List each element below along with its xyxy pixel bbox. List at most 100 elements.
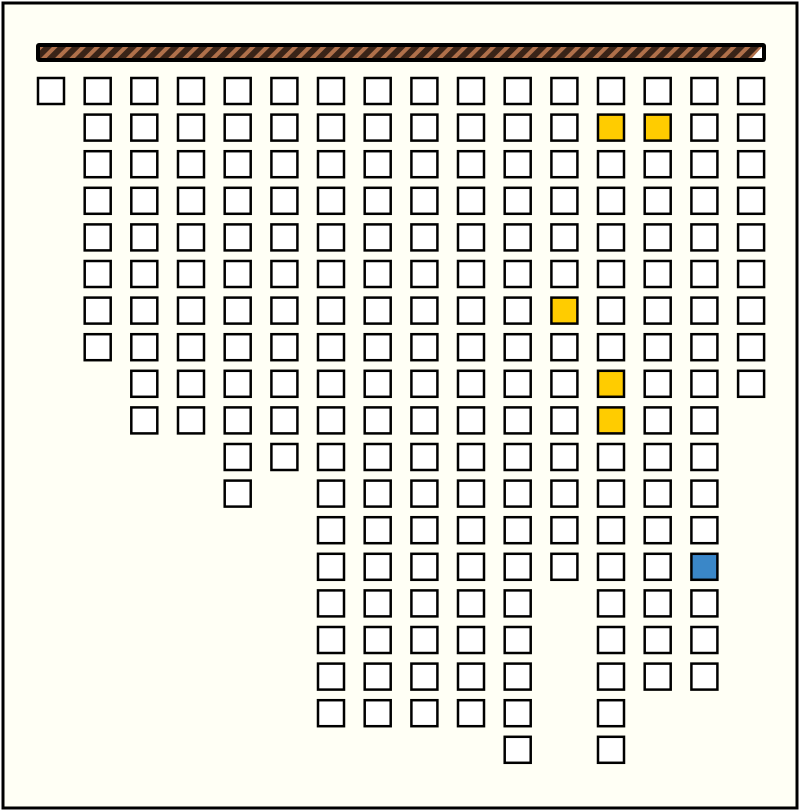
cell[interactable] [176, 369, 206, 399]
cell[interactable] [316, 76, 346, 106]
cell[interactable] [596, 479, 626, 508]
cell[interactable] [643, 662, 672, 691]
cell[interactable] [176, 296, 206, 325]
cell[interactable] [316, 332, 346, 362]
cell[interactable] [456, 186, 486, 216]
cell[interactable] [410, 406, 439, 435]
cell[interactable] [270, 442, 299, 472]
cell[interactable] [223, 223, 252, 252]
cell[interactable] [736, 76, 766, 106]
cell[interactable] [363, 442, 392, 472]
cell[interactable] [316, 406, 346, 435]
cell[interactable] [690, 589, 719, 618]
cell[interactable] [596, 698, 626, 728]
cell[interactable] [270, 296, 299, 325]
cell[interactable] [456, 515, 486, 545]
cell[interactable] [363, 259, 392, 289]
cell[interactable] [596, 332, 626, 362]
cell[interactable] [456, 149, 486, 179]
cell[interactable] [223, 442, 252, 472]
cell[interactable] [550, 479, 579, 508]
cell[interactable] [363, 698, 392, 728]
cell[interactable] [736, 296, 766, 325]
cell[interactable] [363, 149, 392, 179]
cell[interactable] [690, 625, 719, 655]
cell[interactable] [223, 332, 252, 362]
cell[interactable] [176, 259, 206, 289]
cell[interactable] [270, 259, 299, 289]
cell[interactable] [316, 369, 346, 399]
cell[interactable] [83, 223, 112, 252]
cell[interactable] [643, 76, 672, 106]
cell[interactable] [503, 442, 532, 472]
cell[interactable] [410, 552, 439, 582]
cell-yellow[interactable] [596, 113, 626, 142]
cell[interactable] [643, 552, 672, 582]
cell[interactable] [223, 406, 252, 435]
cell[interactable] [363, 332, 392, 362]
cell[interactable] [503, 149, 532, 179]
cell[interactable] [596, 223, 626, 252]
cell[interactable] [643, 479, 672, 508]
cell[interactable] [316, 625, 346, 655]
cell[interactable] [503, 552, 532, 582]
cell[interactable] [643, 332, 672, 362]
cell[interactable] [363, 406, 392, 435]
cell[interactable] [410, 662, 439, 691]
cell[interactable] [316, 589, 346, 618]
cell[interactable] [223, 149, 252, 179]
cell[interactable] [550, 515, 579, 545]
cell[interactable] [316, 149, 346, 179]
cell[interactable] [223, 369, 252, 399]
cell[interactable] [643, 186, 672, 216]
cell[interactable] [130, 406, 159, 435]
cell[interactable] [363, 625, 392, 655]
cell[interactable] [83, 296, 112, 325]
cell[interactable] [363, 186, 392, 216]
cell[interactable] [503, 698, 532, 728]
cell[interactable] [456, 259, 486, 289]
cell[interactable] [736, 149, 766, 179]
cell[interactable] [736, 113, 766, 142]
cell[interactable] [596, 662, 626, 691]
cell[interactable] [410, 589, 439, 618]
cell[interactable] [643, 296, 672, 325]
cell[interactable] [410, 332, 439, 362]
cell[interactable] [316, 662, 346, 691]
cell[interactable] [176, 223, 206, 252]
cell[interactable] [316, 698, 346, 728]
cell[interactable] [223, 76, 252, 106]
cell[interactable] [456, 406, 486, 435]
cell[interactable] [130, 186, 159, 216]
cell[interactable] [316, 479, 346, 508]
cell[interactable] [456, 662, 486, 691]
cell-yellow[interactable] [550, 296, 579, 325]
cell[interactable] [503, 76, 532, 106]
cell[interactable] [363, 589, 392, 618]
cell[interactable] [550, 332, 579, 362]
cell[interactable] [550, 406, 579, 435]
cell[interactable] [363, 662, 392, 691]
cell[interactable] [410, 259, 439, 289]
cell[interactable] [550, 259, 579, 289]
cell[interactable] [130, 369, 159, 399]
cell[interactable] [83, 76, 112, 106]
cell[interactable] [270, 76, 299, 106]
cell[interactable] [596, 735, 626, 765]
cell[interactable] [363, 552, 392, 582]
cell[interactable] [643, 223, 672, 252]
cell[interactable] [456, 442, 486, 472]
cell[interactable] [130, 259, 159, 289]
cell[interactable] [363, 369, 392, 399]
cell[interactable] [643, 442, 672, 472]
cell[interactable] [83, 332, 112, 362]
cell[interactable] [736, 369, 766, 399]
cell[interactable] [363, 515, 392, 545]
cell[interactable] [410, 369, 439, 399]
cell[interactable] [316, 113, 346, 142]
cell[interactable] [643, 149, 672, 179]
cell[interactable] [363, 113, 392, 142]
cell[interactable] [503, 259, 532, 289]
cell[interactable] [270, 186, 299, 216]
cell[interactable] [503, 113, 532, 142]
